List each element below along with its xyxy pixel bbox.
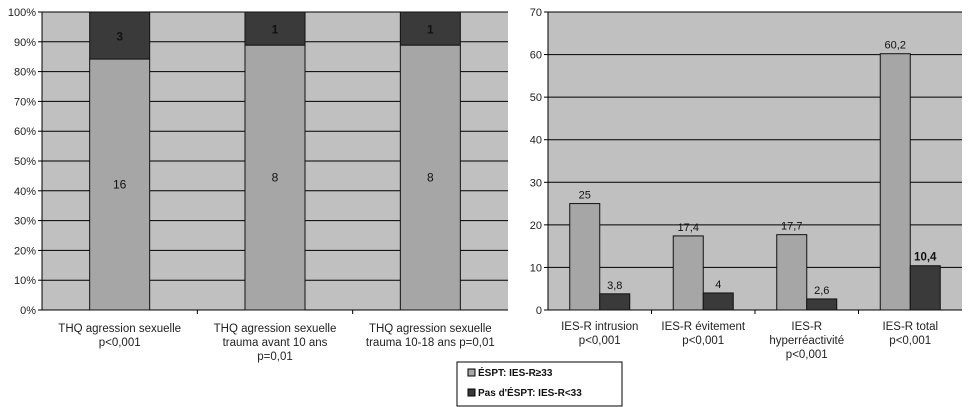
x-category-label: trauma avant 10 ans — [223, 337, 328, 349]
y-tick-label: 10 — [530, 262, 542, 274]
bar-pas-espt — [909, 265, 941, 311]
bar-pas-espt — [806, 298, 838, 311]
y-tick-label: 100% — [8, 7, 36, 19]
x-category-label: p=0,01 — [257, 351, 293, 363]
data-label: 8 — [272, 171, 279, 185]
data-label: 16 — [113, 178, 127, 192]
x-category-label: p<0,001 — [579, 335, 621, 347]
y-tick-label: 70% — [14, 96, 36, 108]
x-category-label: p<0,001 — [682, 335, 724, 347]
data-label: 3 — [116, 30, 123, 44]
y-tick-label: 40 — [530, 135, 542, 147]
x-category-label: trauma 10-18 ans p=0,01 — [366, 337, 495, 349]
bar-espt — [672, 235, 704, 311]
x-category-label: THQ agression sexuelle — [58, 323, 181, 335]
data-label: 4 — [715, 279, 721, 291]
legend-entry: ÉSPT: IES-R≥33 — [478, 366, 553, 379]
legend-swatch — [467, 388, 476, 397]
data-label: 1 — [427, 23, 434, 37]
x-category-label: IES-R intrusion — [561, 321, 638, 333]
y-tick-label: 50% — [14, 156, 36, 168]
x-category-label: hyperréactivité — [769, 335, 844, 347]
data-label: 17,7 — [781, 221, 802, 233]
y-tick-label: 80% — [14, 67, 36, 79]
y-tick-label: 0% — [20, 305, 36, 317]
y-tick-label: 20% — [14, 245, 36, 257]
y-tick-label: 30% — [14, 216, 36, 228]
x-category-label: IES-R évitement — [661, 321, 746, 333]
bar-espt — [879, 53, 911, 311]
bar-segment-espt — [244, 44, 306, 311]
y-tick-label: 10% — [14, 275, 36, 287]
y-tick-label: 30 — [530, 177, 542, 189]
x-category-label: p<0,001 — [786, 349, 828, 361]
x-category-label: p<0,001 — [99, 337, 141, 349]
y-tick-label: 40% — [14, 186, 36, 198]
x-category-label: IES-R total — [882, 321, 938, 333]
data-label: 1 — [272, 23, 279, 37]
x-category-label: p<0,001 — [889, 335, 931, 347]
y-tick-label: 60 — [530, 50, 542, 62]
data-label: 25 — [579, 190, 591, 202]
data-label: 10,4 — [914, 252, 937, 264]
bar-espt — [569, 203, 601, 311]
data-label: 3,8 — [607, 280, 622, 292]
chart-1-percent-stacked: 0% 10% 20% 30% 40% 50% 60% 70% 80% 90% 100% 16 3 THQ … — [8, 7, 508, 363]
legend-box — [456, 361, 623, 407]
x-category-label: IES-R — [791, 321, 822, 333]
bar-pas-espt — [599, 293, 631, 311]
bar-segment-pas-espt — [399, 11, 461, 46]
y-tick-label: 70 — [530, 7, 542, 19]
bar-segment-pas-espt — [89, 11, 151, 60]
y-tick-label: 60% — [14, 126, 36, 138]
x-category-label: THQ agression sexuelle — [214, 323, 337, 335]
x-category-label: THQ agression sexuelle — [369, 323, 492, 335]
data-label: 2,6 — [814, 285, 829, 297]
y-tick-label: 50 — [530, 92, 542, 104]
y-tick-label: 20 — [530, 220, 542, 232]
data-label: 17,4 — [678, 222, 699, 234]
bar-segment-espt — [399, 44, 461, 311]
legend: ÉSPT: IES-R≥33 Pas d'ÉSPT: IES-R<33 — [456, 361, 623, 407]
data-label: 60,2 — [885, 40, 906, 52]
bar-segment-pas-espt — [244, 11, 306, 46]
y-tick-label: 90% — [14, 37, 36, 49]
bar-segment-espt — [89, 58, 151, 311]
legend-swatch — [467, 368, 476, 377]
legend-entry: Pas d'ÉSPT: IES-R<33 — [478, 386, 582, 399]
chart-2-grouped: 0 10 20 30 40 50 60 70 25 3,8 IES-R intrusion p<0,0… — [530, 7, 962, 361]
data-label: 8 — [427, 171, 434, 185]
y-tick-label: 0 — [536, 305, 542, 317]
bar-pas-espt — [702, 292, 734, 311]
bar-espt — [776, 234, 808, 311]
